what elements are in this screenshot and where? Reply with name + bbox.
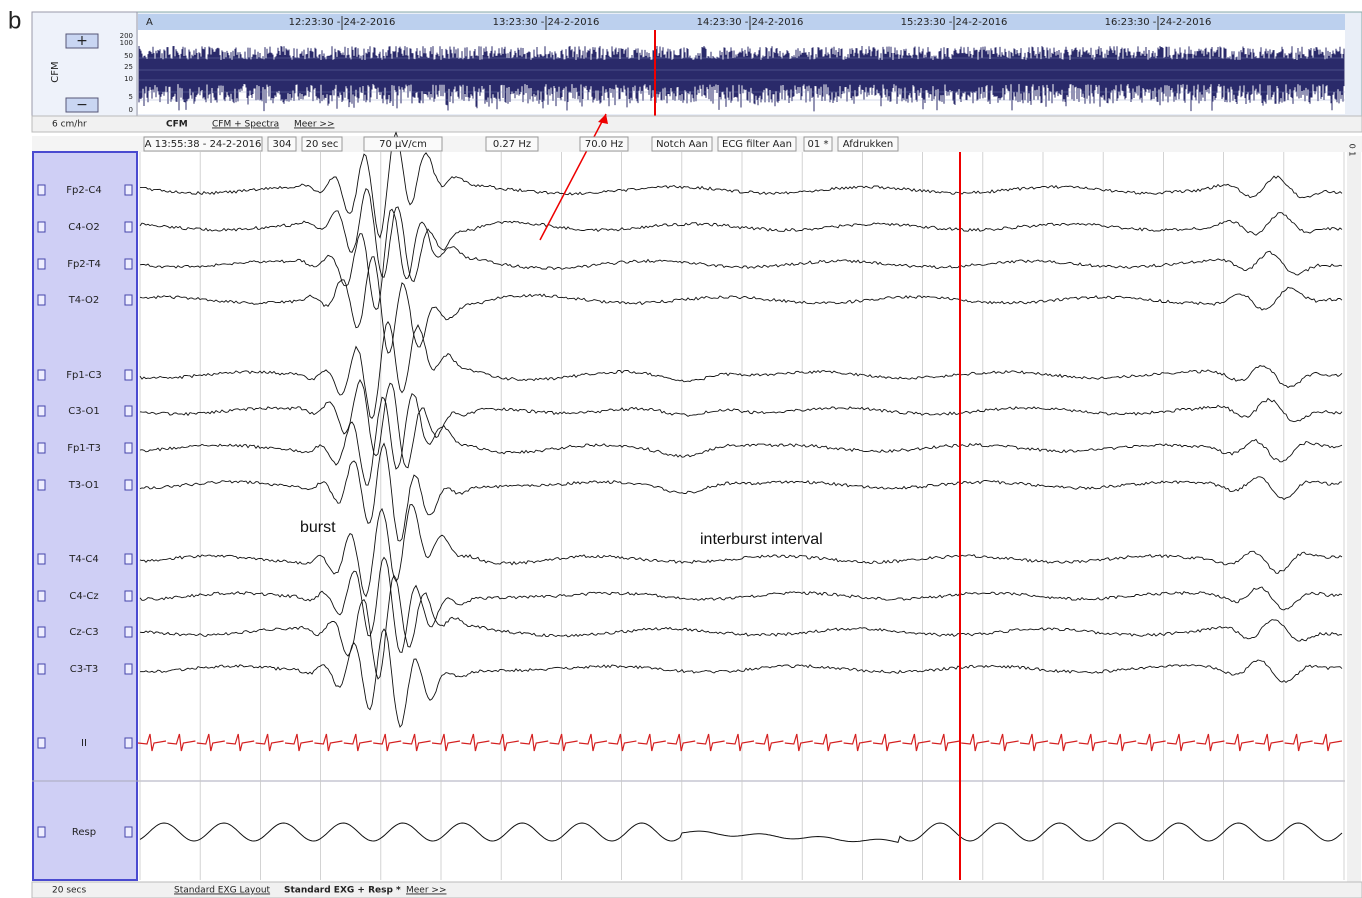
toolbar-label: 0.27 Hz [493, 139, 531, 150]
channel-plus[interactable] [125, 295, 132, 305]
toolbar-label: Notch Aan [656, 139, 708, 150]
channel-label: II [81, 738, 87, 749]
footer-tab[interactable]: Standard EXG + Resp * [284, 886, 401, 896]
toolbar-label: A 13:55:38 - 24-2-2016 [145, 139, 262, 150]
toolbar-label: ECG filter Aan [722, 139, 792, 150]
time-label: 13:23:30 - 24-2-2016 [493, 17, 600, 28]
channel-plus[interactable] [125, 480, 132, 490]
channel-label: Resp [72, 827, 96, 838]
cfm-scale-label: 25 [124, 63, 133, 71]
cfm-tab[interactable]: CFM [166, 120, 188, 130]
footer-tab[interactable]: Meer >> [406, 886, 446, 896]
channel-label: Fp2-T4 [67, 259, 101, 270]
cfm-scale-label: 0 [129, 106, 133, 114]
channel-minus[interactable] [38, 370, 45, 380]
toolbar-label: Afdrukken [843, 139, 894, 150]
side-label: 0 1 [1348, 144, 1357, 157]
channel-minus[interactable] [38, 827, 45, 837]
time-label: 14:23:30 - 24-2-2016 [697, 17, 804, 28]
channel-minus[interactable] [38, 406, 45, 416]
cfm-axis-label: CFM [50, 61, 61, 82]
cfm-scale-label: 100 [120, 39, 133, 47]
channel-label: T4-C4 [68, 554, 98, 565]
channel-label: T4-O2 [68, 295, 100, 306]
channel-minus[interactable] [38, 664, 45, 674]
toolbar-label: 01 * [808, 139, 829, 150]
toolbar-label: 70.0 Hz [585, 139, 623, 150]
annotation: interburst interval [700, 531, 823, 548]
toolbar-label: 70 µV/cm [379, 139, 427, 150]
toolbar-label: 20 sec [306, 139, 339, 150]
channel-plus[interactable] [125, 591, 132, 601]
channel-plus[interactable] [125, 185, 132, 195]
channel-minus[interactable] [38, 554, 45, 564]
scrollbar[interactable] [1347, 152, 1361, 882]
channel-plus[interactable] [125, 664, 132, 674]
channel-minus[interactable] [38, 443, 45, 453]
channel-plus[interactable] [125, 554, 132, 564]
channel-label: C4-Cz [69, 591, 98, 602]
channel-plus[interactable] [125, 259, 132, 269]
channel-plus[interactable] [125, 443, 132, 453]
channel-plus[interactable] [125, 222, 132, 232]
footer-tab[interactable]: Standard EXG Layout [174, 886, 271, 896]
footer-speed: 20 secs [52, 886, 86, 896]
channel-minus[interactable] [38, 480, 45, 490]
channel-label: C3-T3 [70, 664, 99, 675]
time-label: 15:23:30 - 24-2-2016 [901, 17, 1008, 28]
channel-label: Fp1-T3 [67, 443, 101, 454]
channel-label: Fp2-C4 [66, 185, 101, 196]
channel-plus[interactable] [125, 827, 132, 837]
channel-label: Cz-C3 [69, 627, 98, 638]
channel-minus[interactable] [38, 185, 45, 195]
eeg-panel [32, 152, 1362, 780]
channel-plus[interactable] [125, 406, 132, 416]
cfm-scale-label: 50 [124, 52, 133, 60]
channel-minus[interactable] [38, 259, 45, 269]
channel-plus[interactable] [125, 370, 132, 380]
annotation: burst [300, 519, 336, 536]
cfm-scale-label: 10 [124, 75, 133, 83]
zoom-in-icon: + [76, 33, 88, 49]
cfm-speed: 6 cm/hr [52, 120, 87, 130]
toolbar-label: 304 [272, 139, 291, 150]
channel-minus[interactable] [38, 738, 45, 748]
channel-minus[interactable] [38, 627, 45, 637]
cfm-channel: A [146, 17, 153, 28]
cfm-scale-label: 5 [129, 93, 133, 101]
channel-label: C4-O2 [68, 222, 99, 233]
channel-plus[interactable] [125, 627, 132, 637]
channel-plus[interactable] [125, 738, 132, 748]
time-grid [140, 152, 1344, 880]
channel-label: Fp1-C3 [66, 370, 101, 381]
time-label: 16:23:30 - 24-2-2016 [1105, 17, 1212, 28]
channel-minus[interactable] [38, 591, 45, 601]
channel-minus[interactable] [38, 295, 45, 305]
channel-label: T3-O1 [68, 480, 100, 491]
screen: b + − CFM A burst interburst interval 0 … [0, 0, 1362, 898]
cfm-tab[interactable]: Meer >> [294, 120, 334, 130]
zoom-out-icon: − [76, 97, 88, 113]
time-label: 12:23:30 - 24-2-2016 [289, 17, 396, 28]
channel-label: C3-O1 [68, 406, 99, 417]
cfm-tab[interactable]: CFM + Spectra [212, 120, 279, 130]
figure-label: b [8, 7, 21, 34]
channel-minus[interactable] [38, 222, 45, 232]
